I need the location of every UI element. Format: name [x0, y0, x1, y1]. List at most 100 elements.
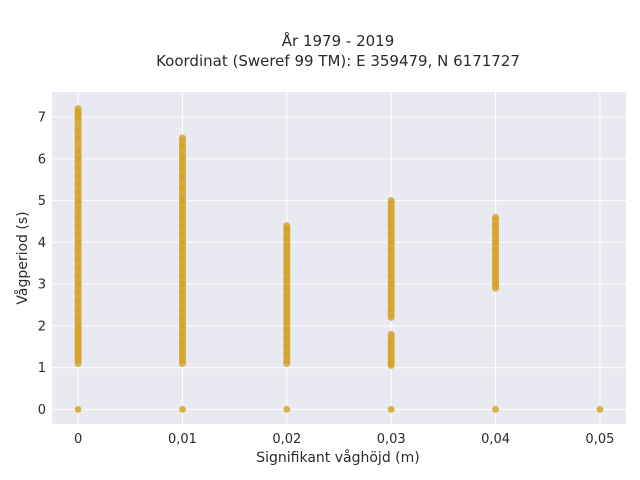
x-tick-label: 0,04 — [481, 432, 510, 447]
data-point — [179, 297, 186, 305]
data-point — [179, 322, 186, 330]
data-point — [179, 355, 186, 363]
data-point — [283, 360, 291, 367]
data-point — [179, 289, 186, 296]
data-point — [179, 305, 186, 313]
x-tick-label: 0 — [74, 432, 82, 447]
data-point — [74, 305, 82, 313]
data-point — [387, 314, 395, 321]
data-point — [387, 238, 395, 246]
data-point — [492, 280, 499, 288]
data-point — [387, 405, 395, 413]
data-point — [387, 205, 395, 213]
data-point — [387, 222, 395, 230]
data-point — [492, 238, 499, 246]
data-point — [179, 238, 186, 246]
data-point — [387, 347, 395, 355]
x-tick-label: 0,02 — [272, 432, 301, 447]
data-point — [74, 289, 82, 296]
y-tick-label: 3 — [38, 278, 46, 293]
data-point — [179, 134, 186, 142]
data-point — [387, 197, 395, 204]
y-tick-label: 2 — [38, 319, 46, 334]
data-point — [283, 343, 291, 351]
data-point — [283, 234, 291, 242]
data-point — [74, 322, 82, 330]
data-point — [283, 334, 291, 342]
data-point — [387, 247, 395, 255]
data-point — [179, 222, 186, 230]
data-point — [74, 105, 82, 113]
data-points — [74, 105, 604, 413]
data-point — [179, 405, 186, 413]
data-point — [283, 284, 291, 292]
data-point — [179, 280, 186, 288]
data-point — [387, 297, 395, 305]
data-point — [492, 272, 499, 280]
data-point — [387, 280, 395, 288]
data-point — [596, 405, 604, 413]
data-point — [179, 247, 186, 255]
data-point — [492, 222, 499, 230]
data-point — [179, 314, 186, 321]
chart-title: År 1979 - 2019 — [282, 31, 395, 50]
data-point — [74, 297, 82, 305]
data-point — [179, 172, 186, 179]
x-tick-label: 0,01 — [168, 432, 197, 447]
x-axis-label: Signifikant våghöjd (m) — [256, 449, 419, 466]
data-point — [179, 142, 186, 150]
data-point — [387, 289, 395, 296]
data-point — [283, 326, 291, 334]
data-point — [492, 255, 499, 263]
data-point — [283, 301, 291, 309]
chart-subtitle: Koordinat (Sweref 99 TM): E 359479, N 61… — [156, 52, 520, 70]
data-point — [179, 230, 186, 238]
data-point — [74, 163, 82, 171]
y-tick-label: 7 — [38, 111, 46, 126]
data-point — [74, 188, 82, 196]
data-point — [74, 280, 82, 288]
data-point — [74, 238, 82, 246]
data-point — [179, 155, 186, 163]
data-point — [387, 305, 395, 313]
data-point — [387, 230, 395, 238]
data-point — [179, 330, 186, 338]
y-tick-label: 1 — [38, 361, 46, 376]
data-point — [387, 255, 395, 263]
data-point — [74, 247, 82, 255]
data-point — [179, 205, 186, 213]
data-point — [283, 276, 291, 284]
data-point — [387, 339, 395, 346]
data-point — [179, 339, 186, 346]
data-point — [74, 180, 82, 188]
data-point — [179, 184, 186, 192]
y-tick-label: 5 — [38, 194, 46, 209]
data-point — [74, 314, 82, 321]
data-point — [74, 255, 82, 263]
y-tick-label: 4 — [38, 236, 46, 251]
data-point — [283, 293, 291, 301]
data-point — [74, 405, 82, 413]
data-point — [179, 272, 186, 280]
data-point — [283, 259, 291, 267]
data-point — [492, 230, 499, 238]
data-point — [283, 351, 291, 359]
data-point — [492, 263, 499, 271]
plot-area — [52, 92, 626, 424]
data-point — [74, 172, 82, 179]
data-point — [492, 405, 499, 413]
data-point — [74, 126, 82, 133]
data-point — [492, 213, 499, 221]
data-point — [283, 309, 291, 317]
data-point — [283, 268, 291, 275]
y-axis-label: Vågperiod (s) — [14, 211, 31, 304]
data-point — [74, 272, 82, 280]
data-point — [387, 272, 395, 280]
data-point — [387, 213, 395, 221]
y-tick-label: 0 — [38, 403, 46, 418]
data-point — [387, 355, 395, 363]
data-point — [283, 318, 291, 326]
data-point — [74, 134, 82, 142]
data-point — [179, 263, 186, 271]
data-point — [74, 222, 82, 230]
